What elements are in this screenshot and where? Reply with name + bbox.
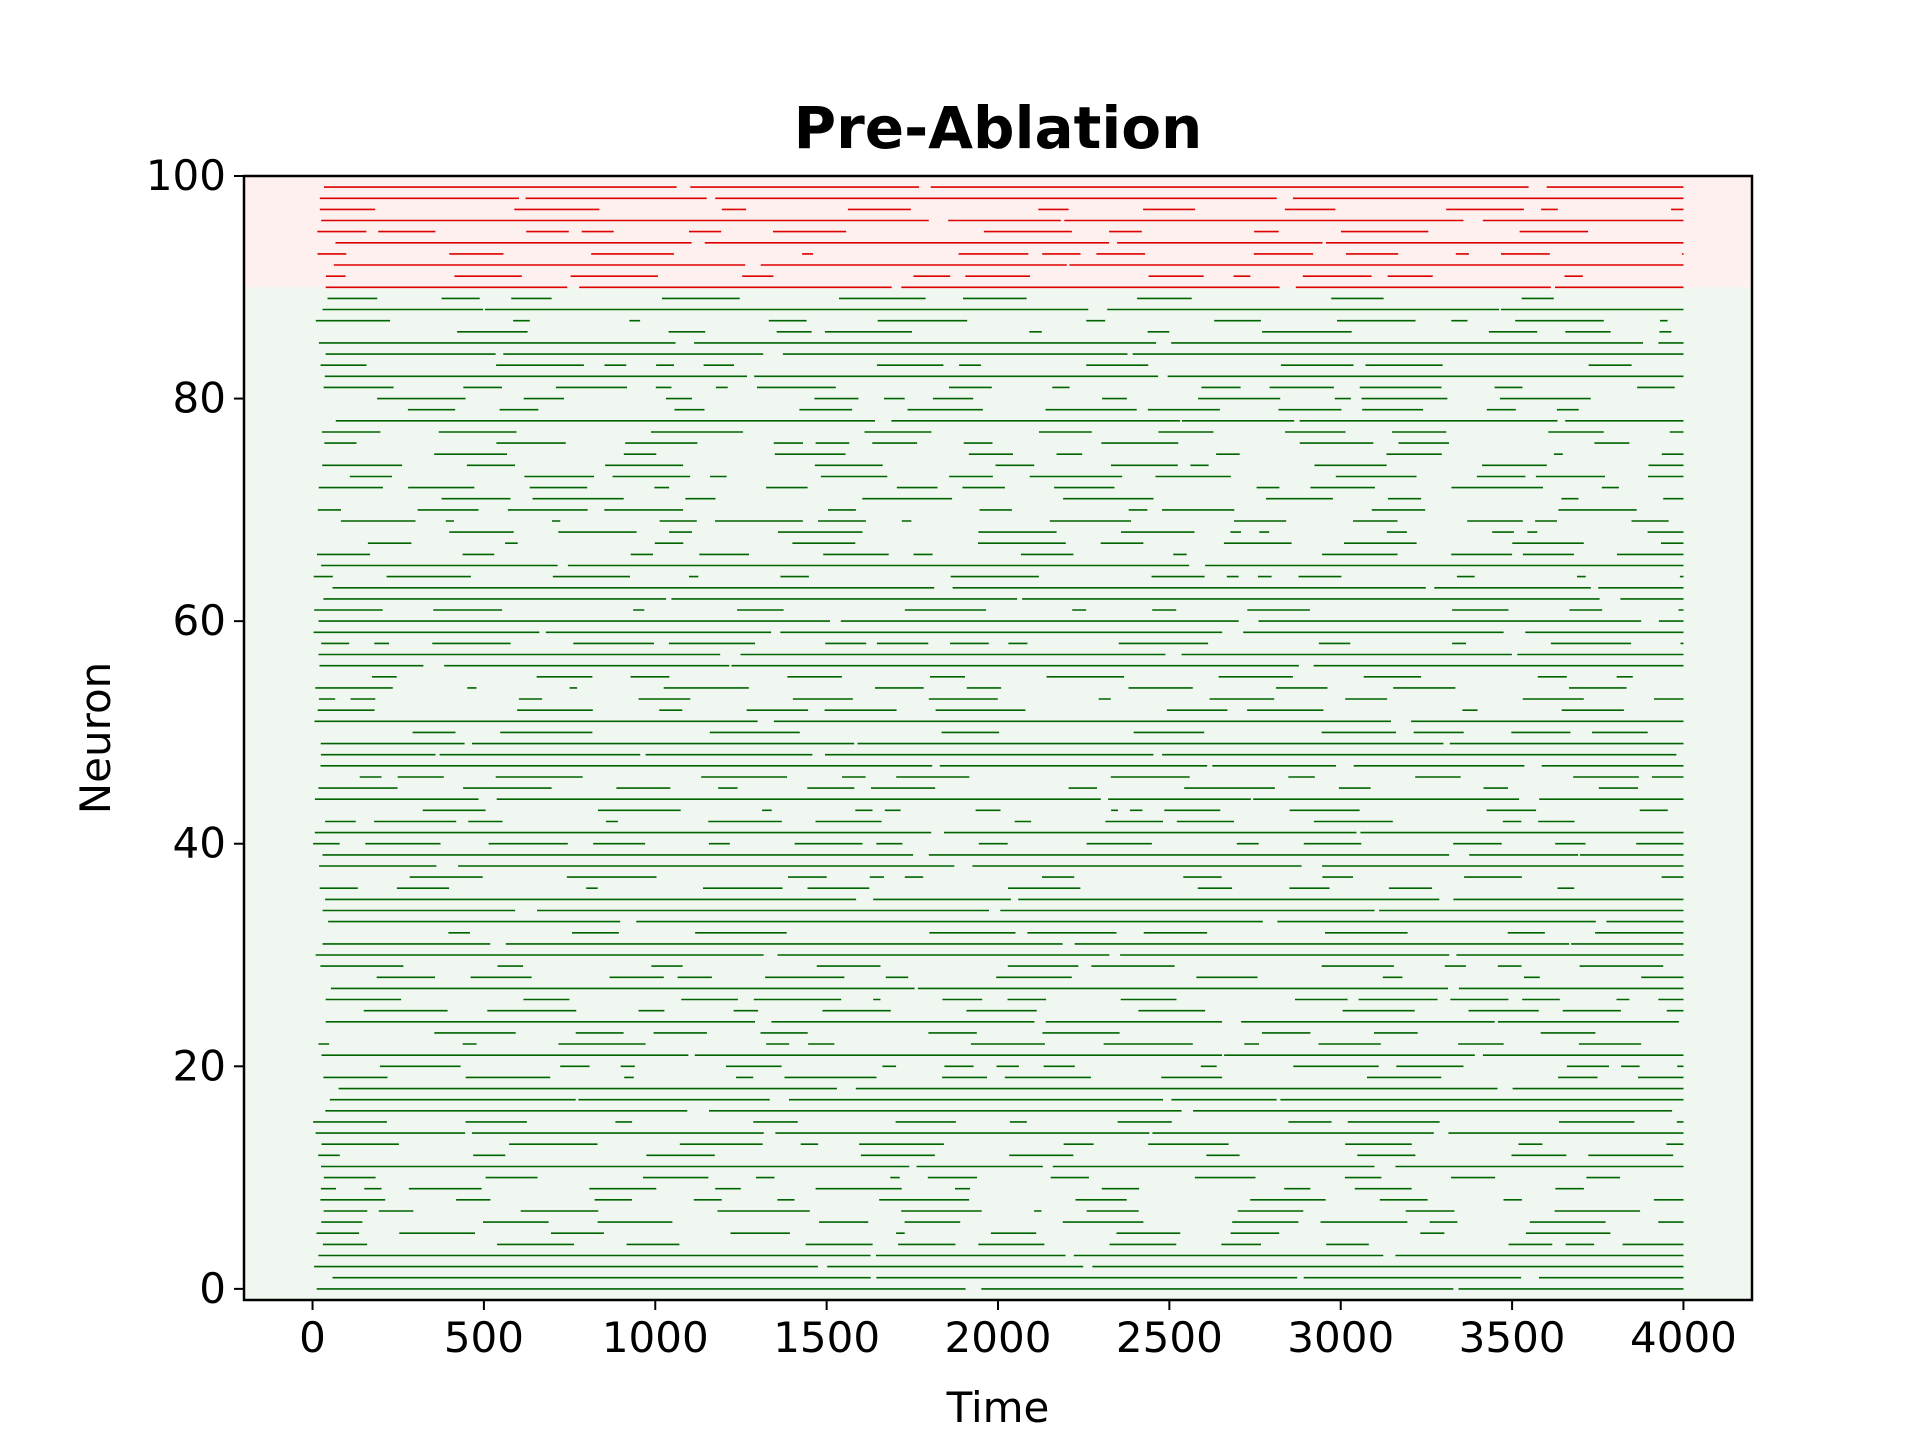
- x-tick-label: 500: [444, 1313, 524, 1362]
- x-tick-label: 4000: [1630, 1313, 1737, 1362]
- x-tick-label: 3000: [1287, 1313, 1394, 1362]
- chart-title: Pre-Ablation: [794, 94, 1203, 162]
- y-axis-label: Neuron: [71, 662, 120, 815]
- x-tick-label: 2500: [1116, 1313, 1223, 1362]
- x-axis-label: Time: [946, 1383, 1050, 1432]
- y-tick-label: 80: [173, 374, 226, 423]
- background-regions: [244, 176, 1752, 1301]
- y-tick-label: 60: [173, 596, 226, 645]
- y-tick-label: 100: [146, 151, 226, 200]
- x-tick-label: 2000: [945, 1313, 1052, 1362]
- x-axis-ticks: 0 500 1000 1500 2000 2500 3000 3500 4000: [299, 1300, 1737, 1362]
- x-tick-label: 1000: [602, 1313, 709, 1362]
- y-axis-ticks: 0 20 40 60 80 100: [146, 151, 244, 1313]
- x-tick-label: 3500: [1459, 1313, 1566, 1362]
- x-tick-label: 1500: [773, 1313, 880, 1362]
- spike-trains: [313, 186, 1684, 1290]
- region-1: [244, 287, 1752, 1301]
- y-tick-label: 0: [199, 1264, 226, 1313]
- y-tick-label: 40: [173, 819, 226, 868]
- y-tick-label: 20: [173, 1041, 226, 1090]
- x-tick-label: 0: [299, 1313, 326, 1362]
